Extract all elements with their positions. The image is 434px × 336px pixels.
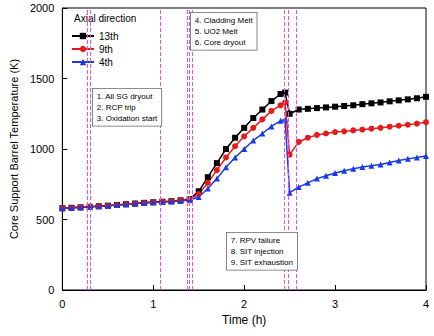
svg-text:2: 2 bbox=[241, 298, 247, 310]
svg-text:Axial direction: Axial direction bbox=[74, 13, 136, 24]
svg-text:9th: 9th bbox=[99, 44, 113, 55]
svg-text:Time (h): Time (h) bbox=[222, 313, 266, 327]
svg-text:13th: 13th bbox=[99, 31, 118, 42]
svg-text:4th: 4th bbox=[99, 57, 113, 68]
svg-text:6. Core dryout: 6. Core dryout bbox=[195, 38, 246, 47]
svg-text:500: 500 bbox=[36, 214, 54, 226]
svg-text:2. RCP trip: 2. RCP trip bbox=[97, 103, 137, 112]
svg-text:2000: 2000 bbox=[30, 2, 54, 14]
svg-text:4. Cladding Melt: 4. Cladding Melt bbox=[195, 16, 254, 25]
svg-text:1: 1 bbox=[150, 298, 156, 310]
svg-text:9. SIT exhaustion: 9. SIT exhaustion bbox=[231, 258, 293, 267]
svg-text:3: 3 bbox=[332, 298, 338, 310]
svg-text:1. All SG dryout: 1. All SG dryout bbox=[97, 92, 153, 101]
svg-text:3. Oxidation start: 3. Oxidation start bbox=[97, 114, 158, 123]
svg-text:0: 0 bbox=[59, 298, 65, 310]
svg-text:8. SIT injection: 8. SIT injection bbox=[231, 247, 284, 256]
svg-text:5. UO2 Melt: 5. UO2 Melt bbox=[195, 27, 238, 36]
svg-text:0: 0 bbox=[48, 284, 54, 296]
svg-text:Core Support Barrel Temperatur: Core Support Barrel Temperature (K) bbox=[8, 59, 20, 239]
svg-text:1000: 1000 bbox=[30, 143, 54, 155]
svg-text:7. RPV failure: 7. RPV failure bbox=[231, 236, 281, 245]
svg-text:1500: 1500 bbox=[30, 73, 54, 85]
svg-text:4: 4 bbox=[423, 298, 429, 310]
